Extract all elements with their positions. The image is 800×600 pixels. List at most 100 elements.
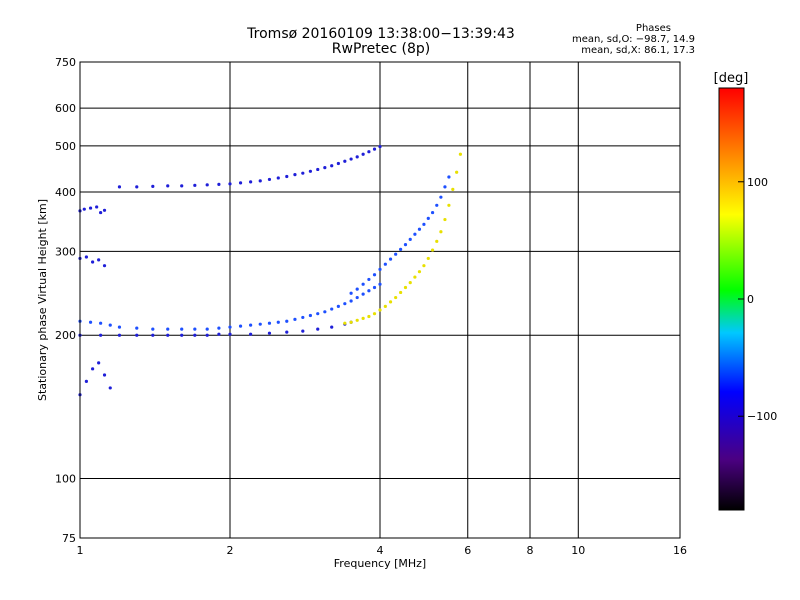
data-point <box>308 169 313 173</box>
data-point <box>403 243 408 247</box>
data-point <box>97 258 101 262</box>
y-tick-label: 600 <box>55 102 76 115</box>
data-point <box>378 282 382 286</box>
data-point <box>316 167 320 172</box>
data-point <box>258 322 262 326</box>
data-point <box>238 324 243 328</box>
data-point <box>217 326 221 330</box>
data-point <box>355 295 359 300</box>
data-point <box>435 239 439 243</box>
data-point <box>258 179 262 183</box>
data-point <box>84 255 88 259</box>
data-point <box>301 315 305 320</box>
data-point <box>267 321 272 325</box>
data-point <box>399 247 403 251</box>
grid-lines <box>80 62 680 538</box>
data-point <box>378 267 382 272</box>
data-point <box>447 175 451 179</box>
y-tick-label: 75 <box>62 532 76 545</box>
data-point <box>205 333 209 337</box>
data-point <box>349 291 353 295</box>
data-point <box>228 182 232 186</box>
data-point <box>439 230 443 234</box>
data-point <box>413 232 417 236</box>
phases-heading: Phases <box>635 23 671 34</box>
data-point <box>238 181 243 185</box>
data-point <box>88 320 93 324</box>
data-point <box>108 386 112 390</box>
data-point <box>91 367 95 371</box>
data-point <box>316 327 320 331</box>
data-point <box>367 150 371 154</box>
data-point <box>285 330 289 334</box>
data-point <box>372 285 377 290</box>
data-point <box>349 157 353 161</box>
plot-frame <box>79 61 681 539</box>
phases-x-stats: mean, sd,X: 86.1, 17.3 <box>581 45 695 56</box>
data-point <box>217 332 221 336</box>
colorbar-ticks: 100 0 −100 <box>738 176 777 423</box>
data-point <box>151 333 155 337</box>
data-point <box>361 282 365 286</box>
data-point <box>276 320 280 324</box>
data-point <box>108 323 112 327</box>
data-point <box>82 207 86 211</box>
data-point <box>447 203 451 207</box>
data-point <box>102 264 107 268</box>
data-point <box>439 195 443 199</box>
x-tick-label: 16 <box>673 544 687 557</box>
data-point <box>228 325 232 329</box>
data-point <box>422 264 426 268</box>
data-point <box>285 319 289 323</box>
data-point <box>361 316 365 320</box>
data-point <box>166 333 170 337</box>
data-point <box>117 185 122 189</box>
data-point <box>316 312 320 316</box>
data-point <box>408 237 412 241</box>
data-point <box>408 280 412 285</box>
data-point <box>180 333 184 337</box>
data-point <box>293 317 297 321</box>
data-point <box>330 325 334 329</box>
y-tick-label: 300 <box>55 245 76 258</box>
data-point <box>330 307 334 311</box>
data-point <box>276 176 280 180</box>
data-point <box>323 166 327 170</box>
data-point <box>451 187 455 191</box>
data-point <box>383 304 387 308</box>
data-point <box>430 210 435 215</box>
data-point <box>102 208 107 212</box>
data-point <box>323 310 327 314</box>
data-point <box>117 333 122 337</box>
data-point <box>249 180 253 184</box>
data-point <box>343 321 347 325</box>
data-point <box>378 308 382 312</box>
x-tick-label: 10 <box>571 544 585 557</box>
data-point <box>99 210 103 215</box>
data-point <box>193 333 197 337</box>
data-point <box>388 257 393 261</box>
data-point <box>249 323 253 327</box>
data-point <box>84 379 88 383</box>
data-point <box>355 287 359 291</box>
data-point <box>458 152 463 156</box>
x-tick-label: 6 <box>464 544 471 557</box>
data-point <box>180 327 184 331</box>
data-point <box>349 299 353 303</box>
phases-o-stats: mean, sd,O: −98.7, 14.9 <box>572 34 695 45</box>
data-point <box>399 290 403 295</box>
data-point <box>180 184 184 188</box>
data-point <box>135 333 139 337</box>
y-axis-ticks: 75 100 200 300 400 500 600 750 <box>55 56 76 545</box>
data-point <box>355 155 359 159</box>
data-point <box>343 302 347 306</box>
data-point <box>99 321 103 325</box>
data-point <box>413 275 417 279</box>
data-point <box>367 277 371 282</box>
data-point <box>355 318 359 322</box>
data-point <box>417 270 422 274</box>
data-point <box>97 361 101 365</box>
data-point <box>267 177 272 182</box>
data-point <box>166 327 170 331</box>
